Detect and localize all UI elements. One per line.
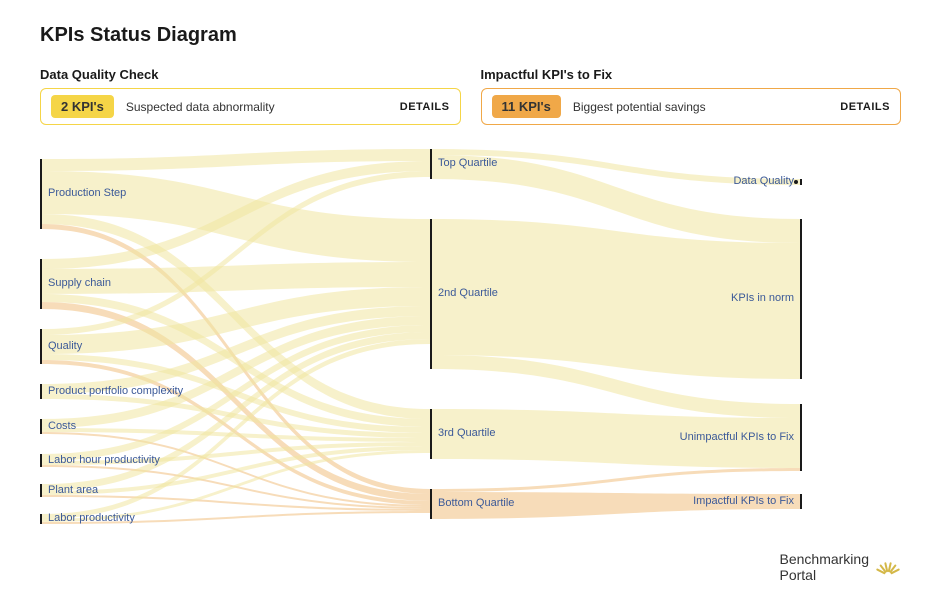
sankey-node-bar: [800, 494, 802, 509]
sankey-node-label: Bottom Quartile: [438, 497, 514, 509]
sankey-node-bar: [430, 489, 432, 519]
sankey-node-bar: [430, 149, 432, 179]
sankey-node-bar: [40, 514, 42, 524]
sankey-node-label: Impactful KPIs to Fix: [693, 495, 794, 507]
sankey-node-label: Production Step: [48, 187, 126, 199]
sankey-node-label: Labor hour productivity: [48, 454, 160, 466]
sankey-node-label: Product portfolio complexity: [48, 385, 183, 397]
sankey-node-bar: [40, 484, 42, 497]
sankey-node-bar: [430, 219, 432, 369]
kpi-status-container: KPIs Status Diagram Data Quality Check 2…: [0, 0, 941, 593]
summary-cards: Data Quality Check 2 KPI's Suspected dat…: [40, 67, 901, 125]
sankey-node-bar: [40, 329, 42, 364]
sankey-node-label: 2nd Quartile: [438, 287, 498, 299]
sankey-node-label: Costs: [48, 420, 76, 432]
card-left-badge: 2 KPI's: [51, 95, 114, 118]
logo-text: Benchmarking Portal: [780, 552, 870, 583]
sankey-node-label: Unimpactful KPIs to Fix: [680, 431, 794, 443]
sankey-node-bar: [800, 219, 802, 379]
sankey-flow: [432, 468, 800, 492]
sankey-node-label: Plant area: [48, 484, 98, 496]
page-title: KPIs Status Diagram: [40, 24, 901, 47]
sankey-diagram: Production Step Supply chain Quality Produc…: [40, 149, 900, 549]
sankey-node-label: KPIs in norm: [731, 292, 794, 304]
card-data-quality[interactable]: 2 KPI's Suspected data abnormality DETAI…: [40, 88, 461, 125]
card-right-desc: Biggest potential savings: [573, 100, 828, 114]
sankey-node-label: Supply chain: [48, 277, 111, 289]
sankey-node-label: 3rd Quartile: [438, 427, 495, 439]
card-impactful[interactable]: 11 KPI's Biggest potential savings DETAI…: [481, 88, 902, 125]
sankey-node-label: Quality: [48, 340, 82, 352]
brand-logo: Benchmarking Portal: [780, 552, 902, 583]
sankey-node-bar: [40, 384, 42, 399]
logo-mark-icon: [875, 555, 901, 581]
sankey-node-bar: [430, 409, 432, 459]
card-left-subtitle: Data Quality Check: [40, 67, 461, 82]
logo-line1: Benchmarking: [780, 552, 870, 567]
sankey-node-bar: [40, 159, 42, 229]
sankey-node-label: Top Quartile: [438, 157, 497, 169]
sankey-node-label: Data Quality: [733, 175, 794, 187]
sankey-node-bar: [40, 419, 42, 434]
card-data-quality-wrap: Data Quality Check 2 KPI's Suspected dat…: [40, 67, 461, 125]
sankey-node-label: Labor productivity: [48, 512, 135, 524]
card-right-subtitle: Impactful KPI's to Fix: [481, 67, 902, 82]
card-left-details-link[interactable]: DETAILS: [400, 101, 450, 113]
logo-line2: Portal: [780, 568, 870, 583]
card-impactful-wrap: Impactful KPI's to Fix 11 KPI's Biggest …: [481, 67, 902, 125]
sankey-node-bar: [40, 454, 42, 467]
sankey-node-dot: [794, 180, 798, 184]
card-left-desc: Suspected data abnormality: [126, 100, 388, 114]
sankey-node-bar: [800, 179, 802, 185]
sankey-node-bar: [800, 404, 802, 471]
card-right-badge: 11 KPI's: [492, 95, 561, 118]
card-right-details-link[interactable]: DETAILS: [840, 101, 890, 113]
sankey-node-bar: [40, 259, 42, 309]
